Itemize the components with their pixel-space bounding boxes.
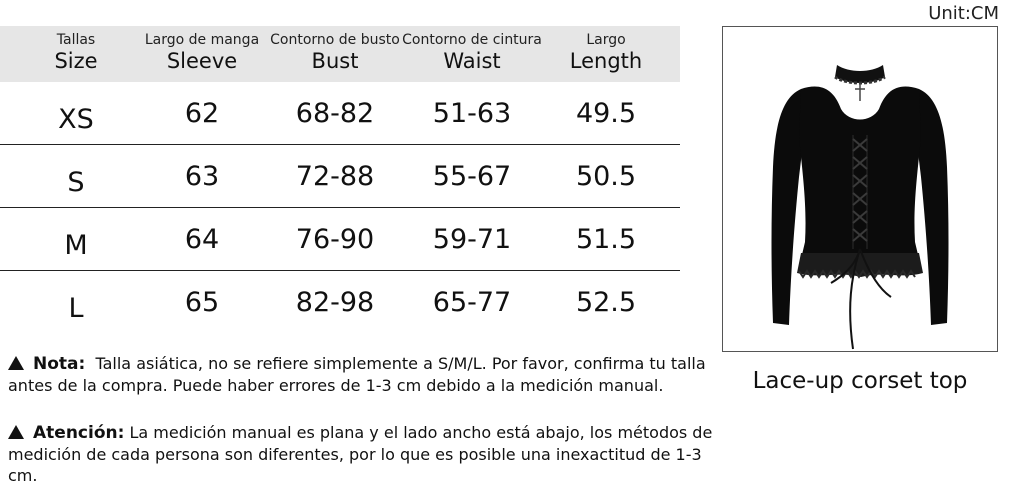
corset-top-illustration xyxy=(771,65,949,350)
cell-waist: 65-77 xyxy=(432,287,512,318)
cell-bust: 82-98 xyxy=(295,287,375,318)
header-length-en: Length xyxy=(569,49,643,73)
cell-size: M xyxy=(64,230,88,261)
warning-triangle-icon xyxy=(8,356,24,370)
cell-length: 49.5 xyxy=(575,98,637,129)
note-label: Atención: xyxy=(33,423,125,443)
warning-triangle-icon xyxy=(8,425,24,439)
cell-bust: 68-82 xyxy=(295,98,375,129)
product-caption: Lace-up corset top xyxy=(752,368,968,394)
unit-label: Unit:CM xyxy=(928,3,999,24)
cell-sleeve: 65 xyxy=(184,287,220,318)
header-size-es: Tallas xyxy=(56,32,96,48)
note-text: Talla asiática, no se refiere simplement… xyxy=(8,354,706,395)
cell-bust: 72-88 xyxy=(295,161,375,192)
header-size: Tallas Size xyxy=(54,26,97,82)
table-row: M 64 76-90 59-71 51.5 xyxy=(0,208,680,271)
product-image xyxy=(722,26,998,352)
table-row: S 63 72-88 55-67 50.5 xyxy=(0,145,680,208)
header-bust-en: Bust xyxy=(311,49,359,73)
header-length: Largo Length xyxy=(570,26,642,82)
cell-waist: 59-71 xyxy=(432,224,512,255)
note-asian-size: Nota: Talla asiática, no se refiere simp… xyxy=(8,353,723,396)
cell-sleeve: 62 xyxy=(184,98,220,129)
cell-bust: 76-90 xyxy=(295,224,375,255)
header-size-en: Size xyxy=(54,49,98,73)
cell-waist: 51-63 xyxy=(432,98,512,129)
header-sleeve: Largo de manga Sleeve xyxy=(145,26,259,82)
cell-length: 51.5 xyxy=(575,224,637,255)
cell-length: 52.5 xyxy=(575,287,637,318)
note-attention: Atención: La medición manual es plana y … xyxy=(8,422,723,486)
table-row: XS 62 68-82 51-63 49.5 xyxy=(0,82,680,145)
header-length-es: Largo xyxy=(586,32,626,48)
cell-length: 50.5 xyxy=(575,161,637,192)
header-sleeve-es: Largo de manga xyxy=(144,32,260,48)
cell-sleeve: 63 xyxy=(184,161,220,192)
size-chart-table: Tallas Size Largo de manga Sleeve Contor… xyxy=(0,26,680,333)
cell-waist: 55-67 xyxy=(432,161,512,192)
cell-size: XS xyxy=(58,104,94,135)
header-bust: Contorno de busto Bust xyxy=(270,26,400,82)
header-waist-es: Contorno de cintura xyxy=(402,32,542,48)
header-waist-en: Waist xyxy=(443,49,501,73)
header-waist: Contorno de cintura Waist xyxy=(402,26,542,82)
table-header: Tallas Size Largo de manga Sleeve Contor… xyxy=(0,26,680,82)
cell-sleeve: 64 xyxy=(184,224,220,255)
cell-size: L xyxy=(68,293,84,324)
header-sleeve-en: Sleeve xyxy=(166,49,238,73)
note-text: La medición manual es plana y el lado an… xyxy=(8,423,713,485)
header-bust-es: Contorno de busto xyxy=(270,32,400,48)
cell-size: S xyxy=(67,167,85,198)
table-row: L 65 82-98 65-77 52.5 xyxy=(0,271,680,333)
note-label: Nota: xyxy=(33,354,86,374)
